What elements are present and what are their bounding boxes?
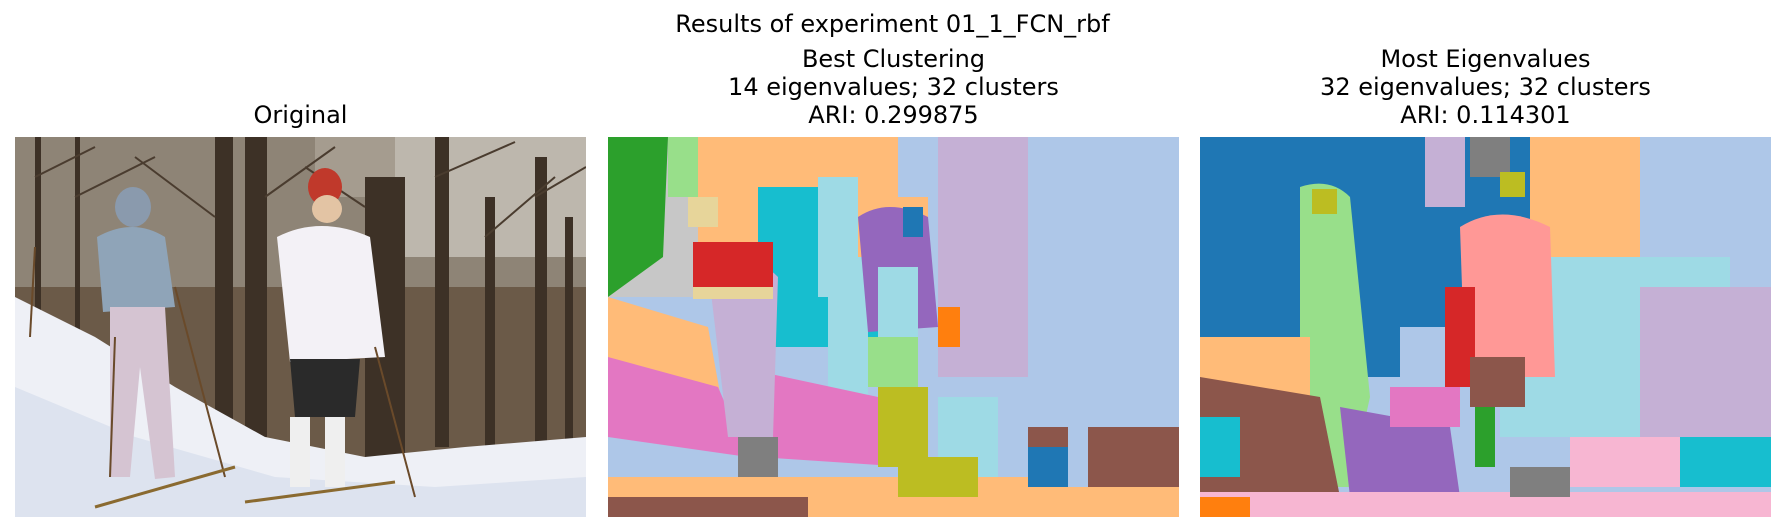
panel-subtitle-ari: ARI: 0.114301: [1400, 101, 1571, 129]
most-eigenvalues-image: [1200, 137, 1771, 517]
panel-subtitle-ari: ARI: 0.299875: [808, 101, 979, 129]
most-eigenvalues-map: [1200, 137, 1771, 517]
panel-original-title: Original: [15, 101, 586, 129]
panel-subtitle-eigen: 14 eigenvalues; 32 clusters: [728, 73, 1059, 101]
panel-subtitle-eigen: 32 eigenvalues; 32 clusters: [1320, 73, 1651, 101]
figure-title: Results of experiment 01_1_FCN_rbf: [675, 10, 1110, 38]
best-clustering-image: [608, 137, 1179, 517]
panel-most-eigenvalues: Most Eigenvalues 32 eigenvalues; 32 clus…: [1200, 0, 1771, 532]
panel-original: Original: [15, 0, 586, 532]
panel-title-line: Best Clustering: [801, 45, 986, 73]
panel-title-line: Original: [253, 101, 348, 129]
original-photo-image: [15, 137, 586, 517]
panel-title-line: Most Eigenvalues: [1380, 45, 1591, 73]
panel-most-title: Most Eigenvalues 32 eigenvalues; 32 clus…: [1200, 45, 1771, 129]
original-photo: [15, 137, 586, 517]
panel-best-title: Best Clustering 14 eigenvalues; 32 clust…: [608, 45, 1179, 129]
best-clustering-map: [608, 137, 1179, 517]
panel-best-clustering: Best Clustering 14 eigenvalues; 32 clust…: [608, 0, 1179, 532]
